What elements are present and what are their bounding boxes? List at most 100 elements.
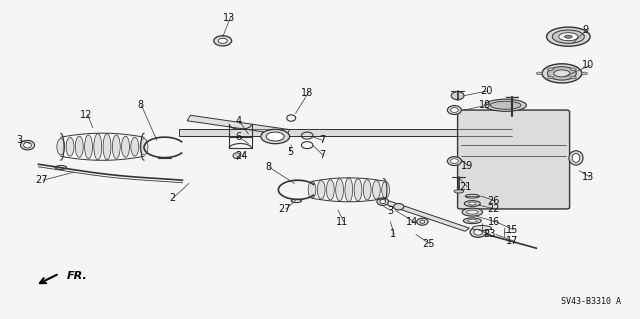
FancyBboxPatch shape <box>458 110 570 209</box>
Ellipse shape <box>131 137 139 156</box>
Ellipse shape <box>468 202 476 205</box>
Ellipse shape <box>547 27 590 46</box>
Text: 23: 23 <box>483 229 495 240</box>
Text: 22: 22 <box>488 204 500 214</box>
Ellipse shape <box>570 68 577 70</box>
Ellipse shape <box>354 179 362 201</box>
Ellipse shape <box>536 72 543 75</box>
Text: 13: 13 <box>582 172 595 182</box>
Text: 21: 21 <box>460 182 472 192</box>
Ellipse shape <box>447 157 461 166</box>
Ellipse shape <box>467 210 478 214</box>
Text: 7: 7 <box>319 135 325 145</box>
Ellipse shape <box>345 178 353 202</box>
Ellipse shape <box>581 72 588 75</box>
Ellipse shape <box>470 227 486 237</box>
Ellipse shape <box>372 181 380 199</box>
Ellipse shape <box>490 101 521 109</box>
Text: 26: 26 <box>488 196 500 206</box>
Ellipse shape <box>364 180 371 200</box>
Ellipse shape <box>326 180 334 200</box>
Ellipse shape <box>474 229 483 235</box>
Polygon shape <box>187 115 290 135</box>
Ellipse shape <box>554 70 570 77</box>
Ellipse shape <box>20 140 35 150</box>
Ellipse shape <box>572 153 580 162</box>
Text: 10: 10 <box>582 60 595 70</box>
Ellipse shape <box>380 200 385 204</box>
Ellipse shape <box>218 38 227 43</box>
Ellipse shape <box>451 92 464 100</box>
Text: 24: 24 <box>236 151 248 161</box>
Ellipse shape <box>336 179 344 201</box>
Text: 3: 3 <box>387 205 394 216</box>
Ellipse shape <box>451 159 458 164</box>
Text: 20: 20 <box>480 86 492 96</box>
Text: 19: 19 <box>461 161 473 171</box>
Ellipse shape <box>548 68 554 70</box>
Ellipse shape <box>317 181 325 199</box>
Text: 18: 18 <box>301 87 313 98</box>
Ellipse shape <box>417 218 428 225</box>
Ellipse shape <box>447 106 461 115</box>
Text: 13: 13 <box>223 12 235 23</box>
Ellipse shape <box>462 208 483 216</box>
Ellipse shape <box>76 136 83 157</box>
Ellipse shape <box>465 194 479 198</box>
Text: 16: 16 <box>488 217 500 227</box>
Ellipse shape <box>57 138 65 155</box>
Text: 17: 17 <box>506 236 518 246</box>
Text: 27: 27 <box>35 175 48 185</box>
Ellipse shape <box>140 138 148 155</box>
Ellipse shape <box>381 182 390 198</box>
Text: 14: 14 <box>406 217 419 227</box>
Ellipse shape <box>94 134 102 160</box>
Text: 11: 11 <box>336 217 348 227</box>
Text: 8: 8 <box>266 162 272 173</box>
Ellipse shape <box>570 76 577 79</box>
Ellipse shape <box>420 220 425 223</box>
Ellipse shape <box>559 33 578 41</box>
Ellipse shape <box>66 137 74 156</box>
Ellipse shape <box>564 35 572 38</box>
Ellipse shape <box>112 135 120 159</box>
Ellipse shape <box>548 76 554 79</box>
Text: 4: 4 <box>236 116 242 126</box>
Ellipse shape <box>552 30 584 43</box>
Ellipse shape <box>394 204 404 210</box>
Ellipse shape <box>485 99 526 111</box>
Ellipse shape <box>308 182 316 198</box>
Polygon shape <box>385 201 469 231</box>
Ellipse shape <box>451 108 458 113</box>
Ellipse shape <box>84 135 93 159</box>
Text: 6: 6 <box>236 132 242 142</box>
Text: 3: 3 <box>16 135 22 145</box>
Text: 19: 19 <box>479 100 491 110</box>
Ellipse shape <box>24 142 31 148</box>
Text: 7: 7 <box>319 150 325 160</box>
Ellipse shape <box>454 190 463 193</box>
Text: 9: 9 <box>582 25 589 35</box>
Ellipse shape <box>472 226 492 231</box>
Text: 5: 5 <box>287 146 293 157</box>
Ellipse shape <box>233 153 241 159</box>
Ellipse shape <box>261 130 289 144</box>
Text: 8: 8 <box>138 100 144 110</box>
Text: 25: 25 <box>422 239 435 249</box>
Ellipse shape <box>548 67 576 80</box>
Ellipse shape <box>569 151 583 165</box>
Ellipse shape <box>377 198 388 205</box>
Text: 2: 2 <box>170 193 176 203</box>
Ellipse shape <box>542 64 582 83</box>
Ellipse shape <box>214 36 232 46</box>
Ellipse shape <box>465 201 480 206</box>
Text: 15: 15 <box>506 225 518 235</box>
Polygon shape <box>179 129 512 136</box>
Ellipse shape <box>122 136 129 157</box>
Ellipse shape <box>266 132 284 141</box>
Text: FR.: FR. <box>67 271 88 281</box>
Ellipse shape <box>103 134 111 160</box>
Text: 12: 12 <box>80 110 92 120</box>
Text: 27: 27 <box>278 204 291 214</box>
Ellipse shape <box>467 219 477 222</box>
